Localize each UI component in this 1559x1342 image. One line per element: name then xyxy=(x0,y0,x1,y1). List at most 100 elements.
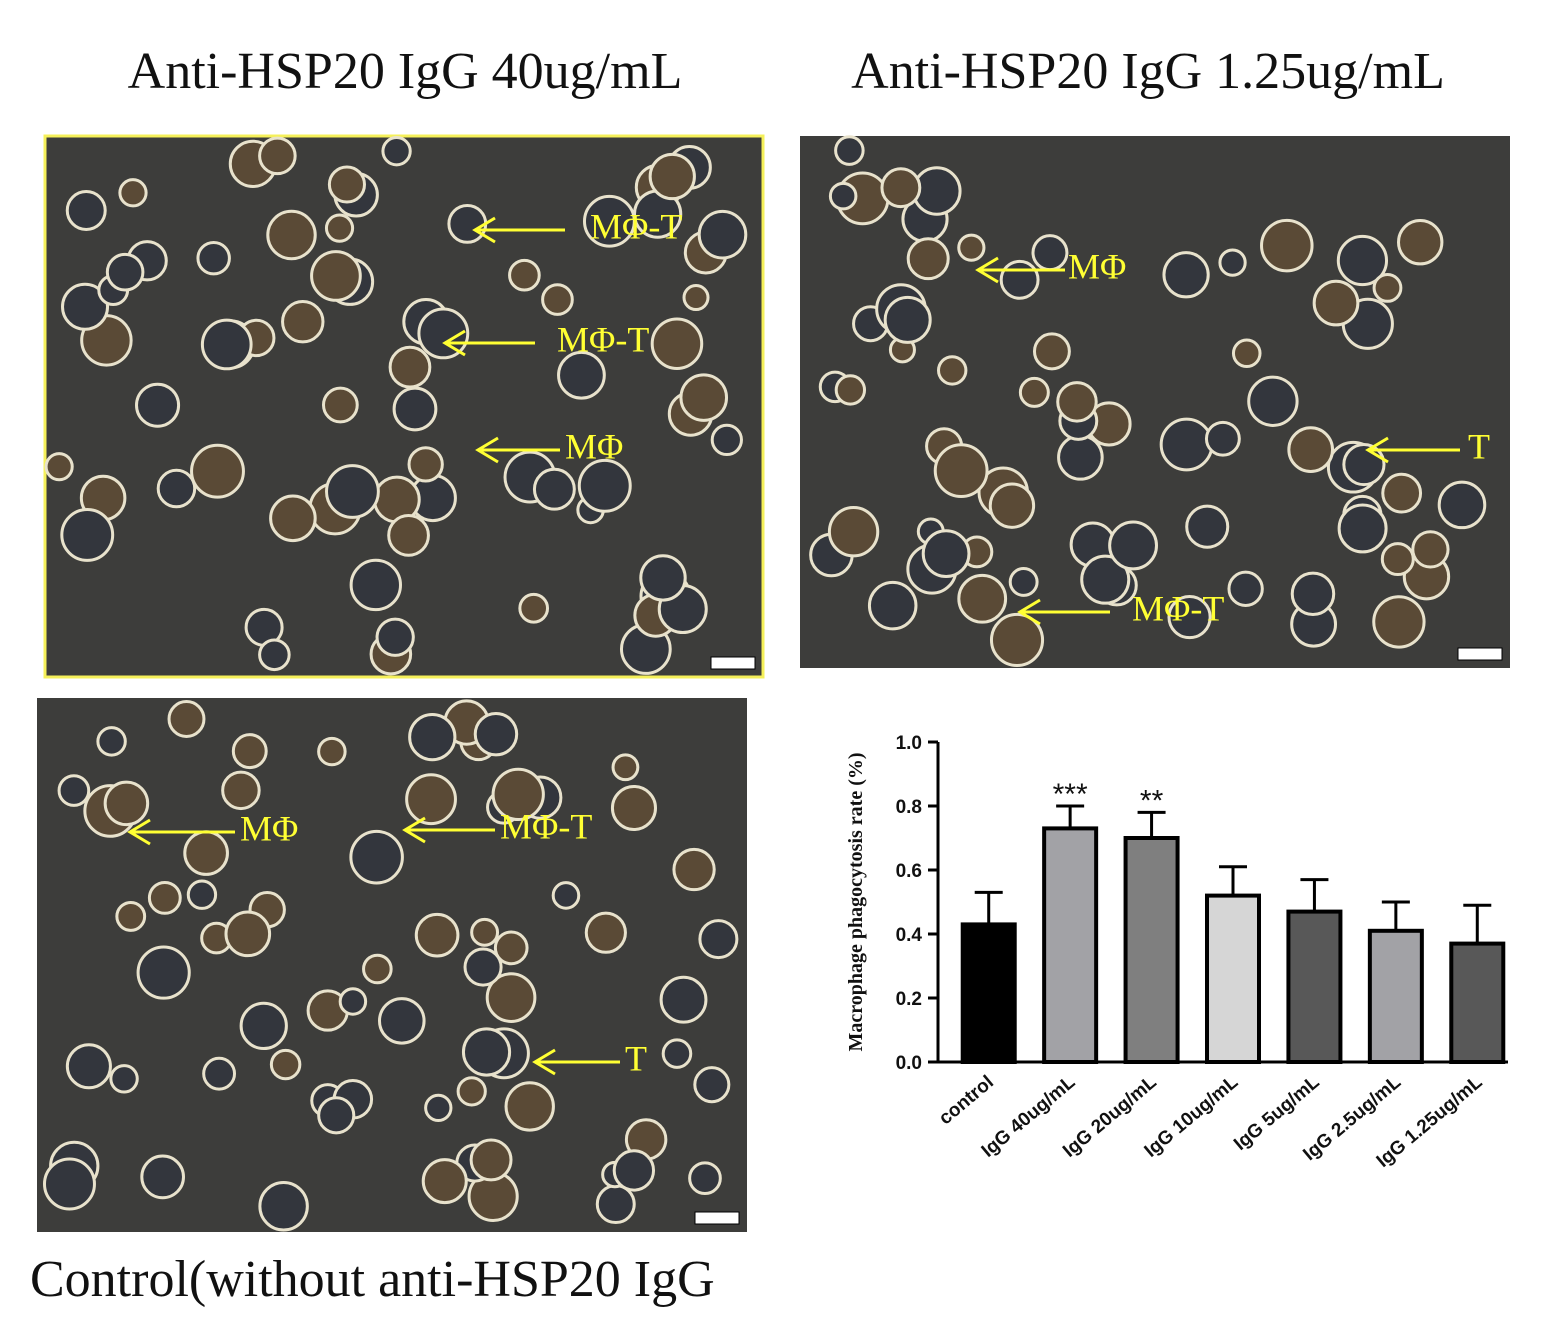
cell xyxy=(200,318,253,371)
y-tick-label: 0.4 xyxy=(896,925,923,946)
cell xyxy=(541,283,574,316)
cell xyxy=(710,423,743,457)
annotation: MΦ xyxy=(565,426,623,466)
arrow-head xyxy=(975,256,999,284)
cell xyxy=(1372,595,1426,649)
cell xyxy=(1108,520,1158,571)
cell xyxy=(989,612,1045,668)
micrograph xyxy=(800,135,1510,668)
cell xyxy=(698,919,739,960)
arrow-head xyxy=(1365,436,1389,464)
y-tick-label: 0.6 xyxy=(896,861,922,882)
cell xyxy=(1056,381,1098,423)
cell xyxy=(551,881,581,910)
cell xyxy=(827,506,880,558)
cell xyxy=(57,774,91,807)
cell xyxy=(381,136,412,167)
cell xyxy=(231,733,268,770)
annotation: T xyxy=(1468,426,1490,466)
y-tick-label: 0.0 xyxy=(896,1053,922,1074)
annotation: MΦ xyxy=(240,808,298,848)
cell xyxy=(906,237,950,281)
cell xyxy=(109,1064,139,1094)
cell xyxy=(447,203,488,244)
cell xyxy=(375,617,415,657)
cell xyxy=(202,1056,237,1091)
cell xyxy=(532,467,576,511)
significance-label: *** xyxy=(1053,778,1088,811)
cell xyxy=(1397,219,1444,266)
cell xyxy=(1080,554,1131,605)
cell xyxy=(1372,273,1403,303)
cell xyxy=(1032,332,1071,371)
cell xyxy=(196,240,231,276)
bar xyxy=(1367,928,1424,1064)
cell xyxy=(258,136,297,176)
cell xyxy=(65,1043,112,1090)
cell xyxy=(60,507,115,562)
cell xyxy=(190,443,245,499)
y-tick-label: 1.0 xyxy=(896,733,922,754)
y-axis-label: Macrophage phagocytosis rate (%) xyxy=(845,752,867,1051)
annotation: MΦ xyxy=(1068,246,1126,286)
cell xyxy=(463,947,503,987)
cell xyxy=(682,284,710,312)
arrow-head xyxy=(532,1048,556,1076)
cell xyxy=(349,558,402,612)
cell xyxy=(324,213,355,243)
cell xyxy=(584,911,627,954)
arrow-head xyxy=(472,216,496,244)
annotation: T xyxy=(625,1038,647,1078)
micrograph xyxy=(43,134,765,679)
y-tick-label: 0.2 xyxy=(896,989,922,1010)
panel-title: Anti-HSP20 IgG 1.25ug/mL xyxy=(851,43,1445,100)
cell xyxy=(167,700,206,738)
cell xyxy=(115,901,147,932)
scale-bar xyxy=(694,1211,740,1225)
cell xyxy=(321,386,359,424)
cell xyxy=(417,307,470,360)
cell xyxy=(1162,251,1210,299)
cell xyxy=(1204,420,1241,457)
annotation: MΦ-T xyxy=(590,206,682,246)
cell xyxy=(650,317,704,370)
cell xyxy=(186,879,218,910)
cell xyxy=(557,350,606,400)
bar xyxy=(1123,836,1180,1064)
significance-label: ** xyxy=(1140,784,1164,817)
cell xyxy=(362,953,393,985)
cell xyxy=(1008,566,1039,597)
cell xyxy=(957,573,1008,624)
cell xyxy=(310,250,362,302)
cell xyxy=(1336,234,1389,287)
cell xyxy=(883,295,932,344)
bar xyxy=(1449,941,1506,1064)
cell xyxy=(834,374,867,406)
scale-bar xyxy=(1457,647,1503,661)
cell xyxy=(258,638,291,672)
cell xyxy=(661,1038,693,1069)
cell xyxy=(469,1138,513,1182)
annotation: MΦ-T xyxy=(1132,588,1224,628)
cell xyxy=(456,1076,487,1107)
cell xyxy=(504,1081,555,1132)
cell xyxy=(388,345,432,389)
cell xyxy=(421,1158,468,1205)
cell xyxy=(679,373,729,422)
cell xyxy=(147,880,182,915)
cell xyxy=(473,711,519,757)
cell xyxy=(325,464,380,519)
cell xyxy=(407,446,444,483)
cell xyxy=(183,830,229,876)
cell xyxy=(485,972,537,1023)
cell xyxy=(1411,530,1450,569)
cell xyxy=(1227,570,1264,607)
cell xyxy=(1031,234,1069,272)
cell xyxy=(281,299,325,344)
cell xyxy=(317,1096,356,1135)
cell xyxy=(639,554,687,602)
cell xyxy=(933,443,989,499)
cell xyxy=(999,259,1040,300)
scale-bar xyxy=(710,656,756,670)
cell xyxy=(317,736,347,767)
